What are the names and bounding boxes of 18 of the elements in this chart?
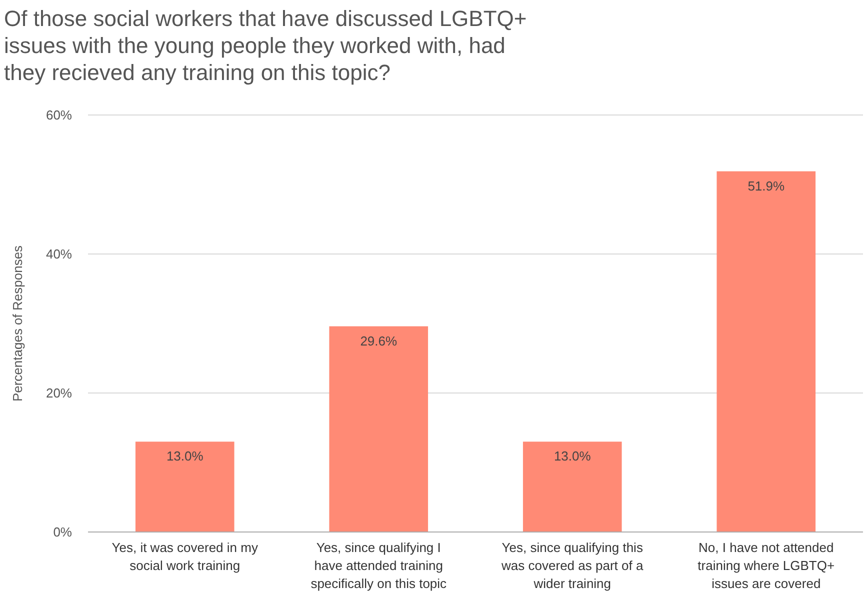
bar (522, 442, 622, 532)
data-label: 29.6% (360, 333, 398, 348)
y-axis-title: Percentages of Responses (10, 244, 25, 402)
bar (135, 442, 234, 532)
y-tick-label: 0% (53, 524, 72, 540)
x-tick-label: Yes, it was covered in my social work training (112, 540, 258, 573)
bar (329, 326, 428, 532)
x-tick-label: Yes, since qualifying I have attended training specifically on this topic (310, 540, 448, 591)
data-label: 51.9% (748, 178, 785, 194)
x-tick-label: Yes, since qualifying this was covered as part of a wider training (500, 540, 644, 591)
y-tick-label: 20% (46, 386, 72, 401)
y-tick-label: 40% (46, 246, 72, 262)
x-tick-label: No, I have not attended training where LGBTQ+ issues are covered (698, 540, 835, 591)
data-label: 13.0% (166, 448, 204, 464)
y-tick-label: 60% (46, 108, 72, 123)
data-label: 13.0% (554, 448, 592, 464)
chart-title: Of those social workers that have discussed LGBTQ+ issues with the young people they worked with, had they recieved any training on this topic? (4, 6, 527, 85)
bar (716, 171, 816, 532)
